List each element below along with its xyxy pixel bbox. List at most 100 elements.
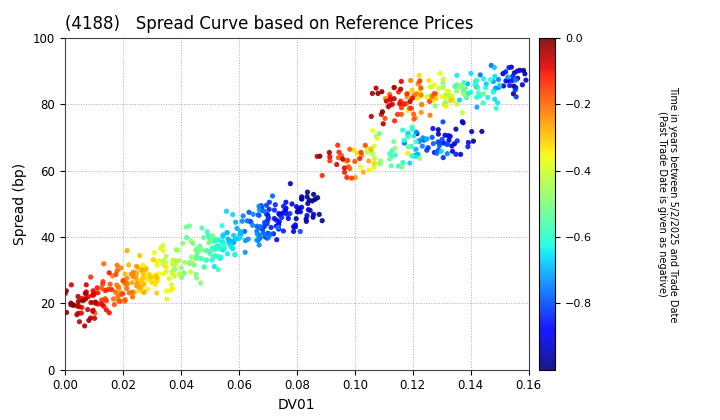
Point <box>170 261 181 268</box>
Point <box>372 90 384 97</box>
Point <box>466 128 477 135</box>
Point <box>487 78 499 85</box>
Point <box>415 109 427 116</box>
Point <box>388 95 400 102</box>
Point <box>446 148 458 155</box>
Point <box>310 196 321 203</box>
Point <box>251 228 263 235</box>
Point <box>212 237 224 244</box>
Point <box>337 156 348 163</box>
Point <box>444 133 456 140</box>
Point <box>427 125 438 132</box>
Point <box>402 150 413 157</box>
Point <box>510 94 522 100</box>
Point <box>194 243 206 249</box>
Point <box>480 81 492 87</box>
Point <box>374 130 385 137</box>
Point <box>375 158 387 164</box>
Point <box>223 239 235 246</box>
Point <box>222 250 233 257</box>
Point <box>158 260 170 267</box>
Point <box>406 124 418 131</box>
Point <box>130 273 141 280</box>
Point <box>191 275 202 281</box>
Point <box>228 239 239 246</box>
Point <box>129 270 140 277</box>
Point <box>424 112 436 119</box>
Point <box>445 97 456 103</box>
Point <box>346 175 357 181</box>
Point <box>404 160 415 167</box>
Point <box>280 205 292 212</box>
Point <box>114 289 126 295</box>
Point <box>324 153 336 160</box>
Point <box>463 139 474 146</box>
Point <box>379 115 391 122</box>
Point <box>543 84 554 91</box>
Point <box>362 145 374 152</box>
Point <box>72 293 84 300</box>
Point <box>166 281 177 288</box>
Point <box>462 143 474 150</box>
Point <box>210 236 221 243</box>
Point <box>229 252 240 258</box>
Point <box>201 247 212 254</box>
Point <box>460 92 472 99</box>
Point <box>305 207 316 214</box>
Point <box>181 224 192 231</box>
Point <box>142 286 153 293</box>
Point <box>207 254 219 261</box>
Point <box>300 215 312 222</box>
Point <box>85 315 96 321</box>
Point <box>485 62 497 69</box>
Point <box>333 149 345 155</box>
Point <box>433 142 445 149</box>
Point <box>366 90 378 97</box>
Point <box>339 169 351 176</box>
Point <box>402 130 414 136</box>
Point <box>406 126 418 133</box>
Point <box>195 280 207 286</box>
Point <box>60 309 72 316</box>
Point <box>356 152 367 159</box>
Point <box>196 255 207 262</box>
Point <box>169 266 181 273</box>
Point <box>269 207 280 213</box>
Point <box>363 158 374 164</box>
Point <box>536 88 547 94</box>
Point <box>444 137 455 144</box>
Point <box>274 218 285 225</box>
Point <box>428 140 439 147</box>
Point <box>60 288 72 294</box>
Point <box>505 64 517 71</box>
Point <box>413 72 425 79</box>
Point <box>127 279 138 286</box>
Point <box>433 126 444 133</box>
Point <box>402 132 414 139</box>
Point <box>312 194 323 201</box>
Point <box>502 74 513 81</box>
Point <box>123 262 135 268</box>
Point <box>121 281 132 288</box>
Point <box>489 73 500 80</box>
Point <box>184 259 195 266</box>
Point <box>187 240 199 247</box>
Point <box>302 206 314 213</box>
Point <box>294 208 306 215</box>
Point <box>265 231 276 238</box>
Point <box>114 298 125 304</box>
Point <box>71 311 83 318</box>
Point <box>211 242 222 249</box>
Point <box>433 131 444 137</box>
Point <box>396 111 408 118</box>
Point <box>341 157 352 163</box>
Point <box>132 264 143 271</box>
Point <box>333 155 344 161</box>
Point <box>429 102 441 109</box>
Point <box>89 290 100 297</box>
Point <box>99 287 111 294</box>
Point <box>368 164 379 171</box>
Point <box>258 230 269 236</box>
Point <box>433 139 445 146</box>
Point <box>146 275 158 281</box>
